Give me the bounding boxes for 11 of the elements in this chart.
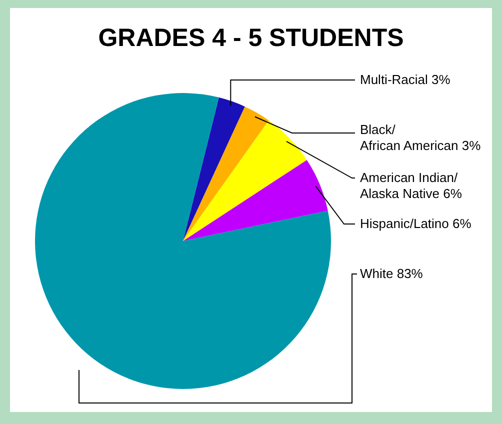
slice-label: Multi-Racial 3% [360, 72, 451, 87]
pie-slice [35, 93, 331, 389]
slice-label: White 83% [360, 266, 424, 281]
pie-slice [183, 120, 307, 241]
pie-slice [183, 97, 245, 241]
pie-slice [183, 106, 269, 241]
pie-slice [183, 160, 328, 241]
slice-label: American Indian/ Alaska Native 6% [360, 170, 462, 201]
slice-label: Hispanic/Latino 6% [360, 216, 472, 231]
chart-title: GRADES 4 - 5 STUDENTS [98, 24, 404, 52]
slice-label: Black/ African American 3% [360, 122, 482, 153]
